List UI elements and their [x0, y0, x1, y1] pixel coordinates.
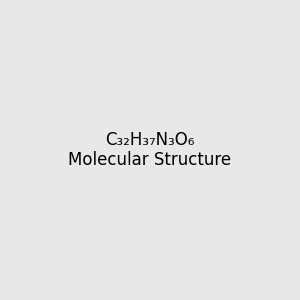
- Text: C₃₂H₃₇N₃O₆
Molecular Structure: C₃₂H₃₇N₃O₆ Molecular Structure: [68, 130, 232, 170]
